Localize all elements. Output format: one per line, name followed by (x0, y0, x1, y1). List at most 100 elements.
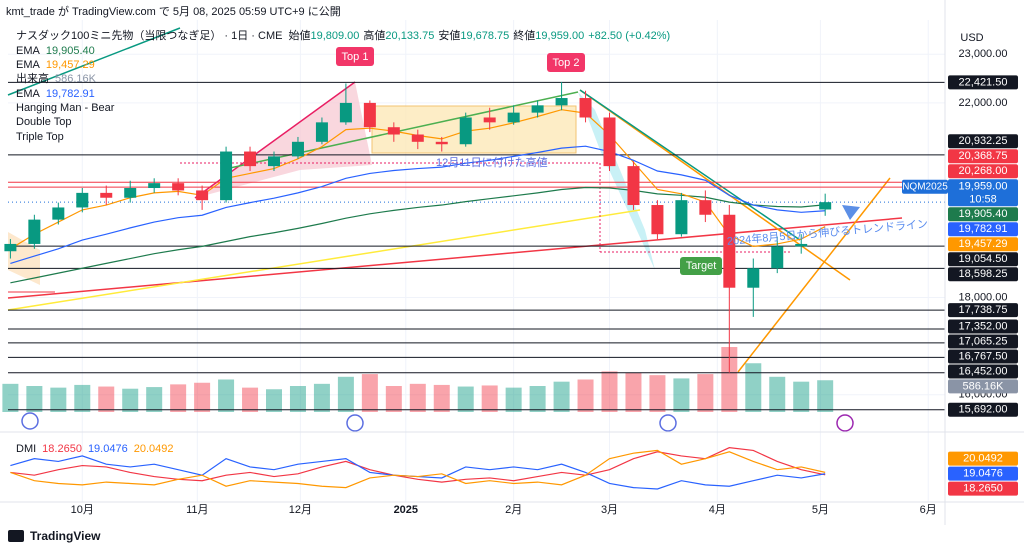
legend-item: Triple Top (16, 131, 64, 143)
volume-bar (2, 383, 19, 412)
candle-body (124, 188, 137, 198)
price-label-box (948, 149, 1018, 164)
blue-channel (578, 92, 655, 270)
ohlc-label: 終値 (513, 28, 535, 42)
volume-bar (553, 381, 570, 412)
y-tick-label: 22,000.00 (959, 97, 1008, 109)
candle-body (435, 141, 448, 145)
candle-body (675, 200, 688, 235)
volume-bar (433, 384, 450, 412)
price-label-box (948, 164, 1018, 179)
label-box (336, 47, 374, 66)
event-icon[interactable] (659, 414, 677, 432)
volume-bar (98, 386, 115, 412)
legend-name: EMA (16, 59, 41, 71)
legend-item: Double Top (16, 116, 71, 128)
volume-bar (625, 373, 642, 412)
legend-item: EMA 19,782.91 (16, 88, 95, 100)
price-label: 586.16K (963, 380, 1005, 392)
trend-line (7, 27, 181, 96)
price-label: 19,782.91 (959, 223, 1008, 235)
ema-line (10, 186, 826, 284)
candle-body (244, 151, 257, 167)
price-label: 19,054.50 (959, 253, 1008, 265)
legend-name: DMI (16, 443, 36, 455)
price-label-box (948, 451, 1018, 466)
price-label-box (948, 222, 1018, 237)
price-label-box (948, 402, 1018, 417)
price-label: 15,692.00 (959, 404, 1008, 416)
volume-bar (457, 386, 474, 412)
candle-body (339, 102, 352, 123)
candle-body (76, 192, 89, 208)
event-icons[interactable] (21, 412, 854, 432)
candle-body (4, 243, 17, 252)
label-box (547, 53, 585, 72)
ohlc-label: 安値 (438, 28, 460, 42)
candle-body (507, 112, 520, 123)
legend-item: EMA 19,905.40 (16, 45, 95, 57)
candle-body (819, 202, 832, 210)
header: kmt_trade が TradingView.com で 5月 08, 202… (6, 4, 341, 18)
x-tick-label: 2月 (505, 504, 522, 516)
annotation: Target (686, 260, 717, 272)
price-label: 22,421.50 (959, 76, 1008, 88)
volume-bar (745, 363, 762, 412)
volume-bar (721, 347, 738, 412)
legend-item: EMA 19,457.29 (16, 59, 95, 71)
candle-body (268, 156, 281, 167)
legend-value: 586.16K (55, 73, 97, 85)
ohlc-label: 高値 (363, 28, 385, 42)
annotation: Top 2 (553, 57, 580, 69)
marks-layer (2, 81, 945, 490)
ohlc-value: 19,809.00 (310, 30, 359, 42)
candle-body (531, 105, 544, 113)
candle-body (387, 127, 400, 135)
volume-bar (769, 376, 786, 412)
arrow-marker (842, 205, 860, 220)
event-icon[interactable] (21, 412, 39, 430)
trend-line (579, 89, 801, 241)
annotation: Top 1 (342, 51, 369, 63)
legend-value: 19,905.40 (46, 45, 95, 57)
x-tick-label: 3月 (601, 504, 618, 516)
ohlc-value: 19,959.00 (535, 30, 584, 42)
volume-bar (242, 387, 259, 412)
price-label: 19,905.40 (959, 208, 1008, 220)
volume-bar (26, 386, 43, 412)
trend-line (579, 89, 851, 281)
change: +82.50 (+0.42%) (588, 30, 670, 42)
candle-body (699, 200, 712, 215)
volume-bar (170, 384, 187, 412)
price-label-box (948, 349, 1018, 364)
volume-bar (146, 387, 163, 412)
volume-bar (577, 379, 594, 412)
volume-bar (289, 386, 306, 412)
logo (8, 530, 24, 542)
candle-body (651, 205, 664, 235)
price-label: 20,268.00 (959, 165, 1008, 177)
volume-bar (529, 386, 546, 412)
volume-bar (194, 382, 211, 412)
volume-bar (385, 386, 402, 412)
volume-bar (673, 378, 690, 412)
volume-bar (793, 381, 810, 412)
price-label-box (948, 75, 1018, 90)
candle-body (459, 117, 472, 145)
price-label-time: 10:58 (969, 194, 997, 206)
candle-body (411, 134, 424, 142)
candle-body (220, 151, 233, 201)
volume-bar (649, 375, 666, 412)
candle-body (172, 183, 185, 191)
dmi-line (10, 447, 826, 483)
candle-body (555, 98, 568, 106)
event-icon[interactable] (346, 414, 364, 432)
event-icon[interactable] (836, 414, 854, 432)
annotation: 12月11日に付けた高値 (436, 155, 548, 169)
candle-body (483, 117, 496, 123)
volume-bar (74, 384, 91, 412)
price-label: 19.0476 (963, 468, 1003, 480)
candle-body (579, 98, 592, 118)
price-label-box (948, 319, 1018, 334)
x-tick-label: 10月 (71, 504, 94, 516)
